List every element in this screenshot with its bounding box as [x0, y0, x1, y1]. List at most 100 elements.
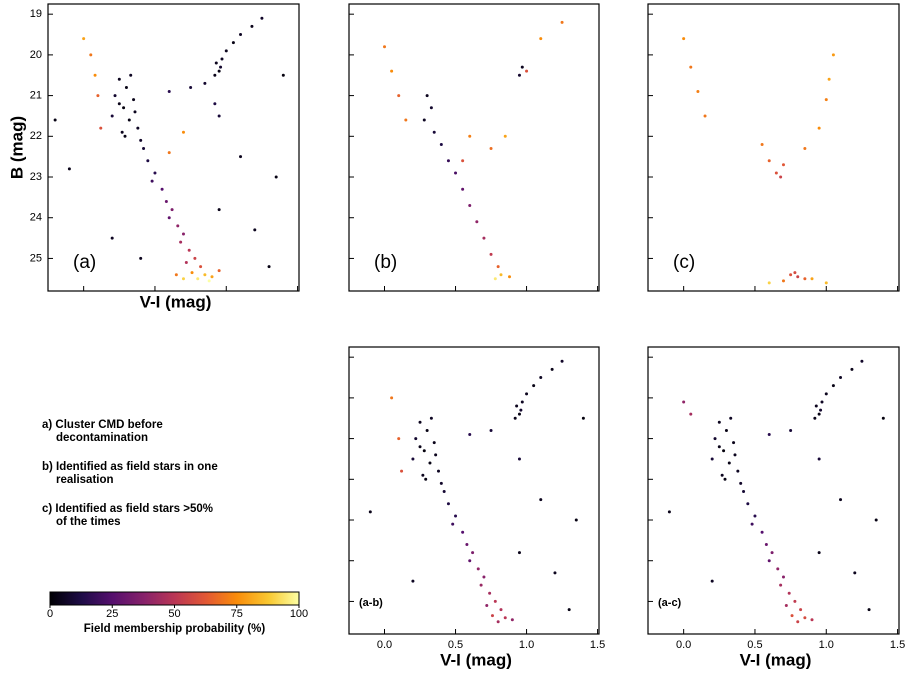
star-point: [432, 441, 436, 445]
star-point: [781, 575, 785, 579]
star-point: [722, 449, 726, 453]
colorbar: [49, 591, 300, 606]
star-point: [508, 275, 512, 279]
star-point: [250, 24, 254, 28]
star-point: [383, 45, 387, 49]
star-point: [767, 281, 771, 285]
y-tick-label: 20: [30, 49, 42, 61]
star-point: [203, 273, 207, 277]
star-point: [787, 591, 791, 595]
star-point: [827, 77, 831, 81]
star-point: [796, 275, 800, 279]
star-point: [465, 542, 469, 546]
star-point: [167, 90, 171, 94]
star-point: [411, 579, 415, 583]
star-point: [174, 273, 178, 277]
y-tick-label: 22: [30, 130, 42, 142]
star-point: [733, 453, 737, 457]
panel-label: (c): [673, 252, 695, 273]
star-point: [53, 118, 57, 122]
star-point: [520, 65, 524, 69]
star-point: [499, 273, 503, 277]
star-point: [224, 49, 228, 53]
star-point: [397, 437, 401, 441]
colorbar-tick-label: 25: [106, 608, 118, 620]
star-point: [210, 275, 214, 279]
star-point: [750, 522, 754, 526]
star-point: [525, 392, 529, 396]
star-point: [184, 261, 188, 265]
star-point: [422, 449, 426, 453]
star-point: [717, 445, 721, 449]
star-point: [817, 551, 821, 555]
star-point: [446, 159, 450, 163]
star-point: [796, 620, 800, 624]
star-point: [220, 57, 224, 61]
note-text: c) Identified as field stars >50%: [42, 503, 213, 515]
star-point: [790, 614, 794, 618]
star-point: [496, 620, 500, 624]
star-point: [181, 130, 185, 134]
star-point: [418, 445, 422, 449]
star-point: [581, 416, 585, 420]
star-point: [814, 404, 818, 408]
star-point: [739, 481, 743, 485]
x-axis-label: V-I (mag): [140, 292, 212, 311]
star-point: [468, 204, 472, 208]
star-point: [831, 53, 835, 57]
star-point: [517, 551, 521, 555]
star-point: [274, 175, 278, 179]
star-point: [490, 614, 494, 618]
star-point: [390, 396, 394, 400]
star-point: [779, 175, 783, 179]
star-point: [574, 518, 578, 522]
star-point: [774, 171, 778, 175]
star-point: [170, 208, 174, 212]
star-point: [513, 416, 517, 420]
panel: 19 20 21 22 23 24 25 (a) V-I (mag) B (mag): [7, 3, 300, 311]
star-point: [176, 224, 180, 228]
star-point: [727, 461, 731, 465]
star-point: [503, 616, 507, 620]
star-point: [189, 85, 193, 89]
star-point: [429, 106, 433, 110]
star-point: [428, 461, 432, 465]
x-tick-label: 1.5: [890, 639, 905, 651]
star-point: [520, 400, 524, 404]
star-point: [532, 384, 536, 388]
star-point: [781, 163, 785, 167]
star-point: [732, 441, 736, 445]
star-point: [817, 126, 821, 130]
star-point: [113, 94, 117, 98]
star-point: [217, 269, 221, 273]
colorbar-label: Field membership probability (%): [84, 623, 266, 635]
star-point: [181, 277, 185, 281]
star-point: [190, 271, 194, 275]
note-text: decontamination: [56, 432, 148, 444]
star-point: [776, 567, 780, 571]
star-point: [120, 130, 124, 134]
star-point: [553, 571, 557, 575]
star-point: [482, 236, 486, 240]
star-point: [217, 114, 221, 118]
star-point: [793, 599, 797, 603]
star-point: [839, 498, 843, 502]
star-point: [219, 65, 223, 69]
star-point: [96, 94, 100, 98]
star-point: [136, 126, 140, 130]
y-tick-label: 24: [30, 212, 42, 224]
star-point: [404, 118, 408, 122]
star-point: [874, 518, 878, 522]
star-point: [850, 367, 854, 371]
star-point: [239, 155, 243, 159]
star-point: [710, 579, 714, 583]
note-text: a) Cluster CMD before: [42, 419, 163, 431]
star-point: [723, 477, 727, 481]
star-point: [860, 359, 864, 363]
star-point: [418, 420, 422, 424]
star-point: [853, 571, 857, 575]
star-point: [476, 567, 480, 571]
star-point: [142, 147, 146, 151]
y-tick-label: 21: [30, 90, 42, 102]
